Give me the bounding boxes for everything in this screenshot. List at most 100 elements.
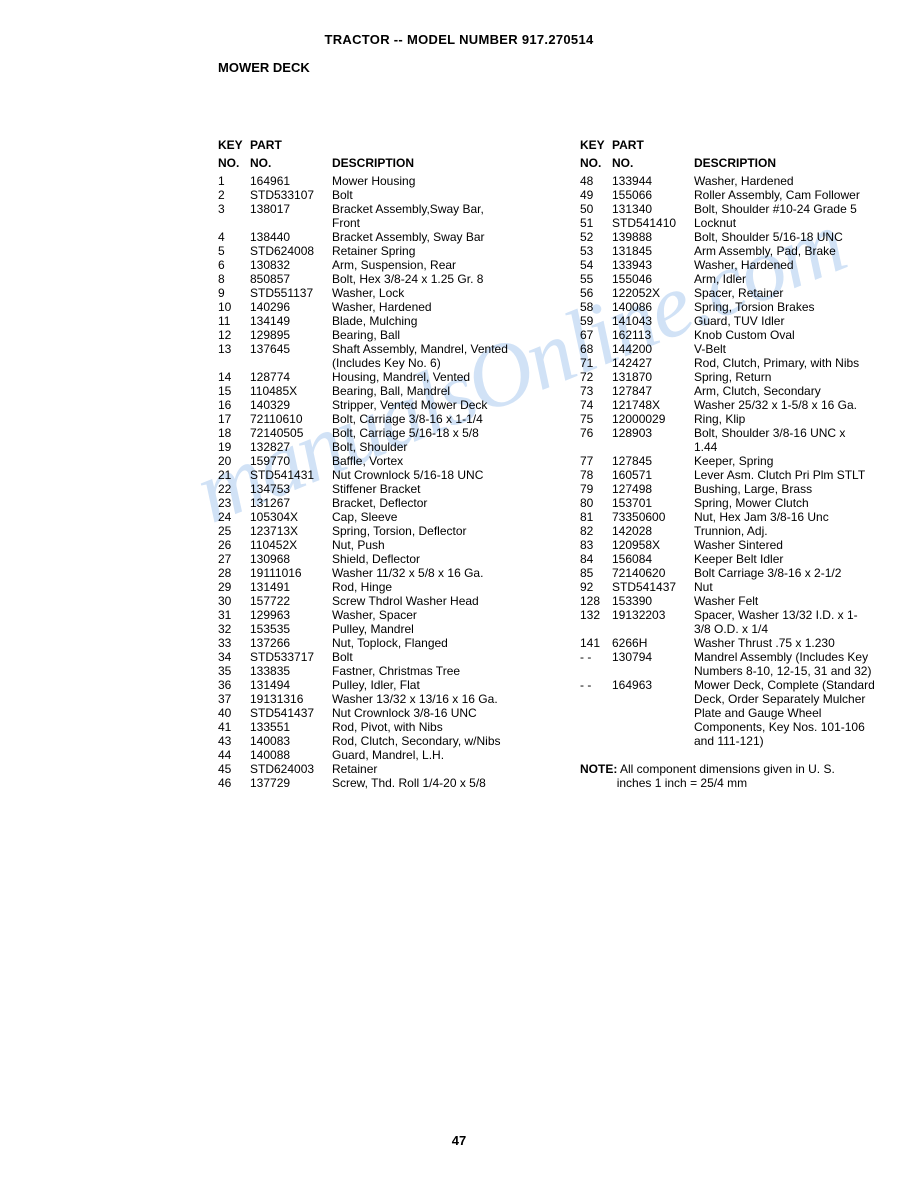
cell-key: 9	[218, 286, 250, 300]
table-header-row-1: KEY PART	[218, 138, 552, 152]
table-row: 77127845Keeper, Spring	[580, 454, 914, 468]
cell-key: 46	[218, 776, 250, 790]
table-row: Components, Key Nos. 101-106	[580, 720, 914, 734]
cell-key: 132	[580, 608, 612, 622]
cell-part: 164963	[612, 678, 694, 692]
cell-part: 129895	[250, 328, 332, 342]
cell-key: 81	[580, 510, 612, 524]
cell-part: STD541437	[250, 706, 332, 720]
cell-desc: and 111-121)	[694, 734, 914, 748]
header-key-no: NO.	[218, 156, 250, 170]
cell-key: 41	[218, 720, 250, 734]
cell-key: 37	[218, 692, 250, 706]
cell-key: 50	[580, 202, 612, 216]
table-row: 26110452XNut, Push	[218, 538, 552, 552]
cell-part: 156084	[612, 552, 694, 566]
left-rows: 1164961Mower Housing2STD533107Bolt313801…	[218, 174, 552, 790]
cell-part: 160571	[612, 468, 694, 482]
cell-desc: Bolt, Shoulder 3/8-16 UNC x	[694, 426, 914, 440]
cell-key: 75	[580, 412, 612, 426]
table-row: 21STD541431Nut Crownlock 5/16-18 UNC	[218, 468, 552, 482]
table-row: 13137645Shaft Assembly, Mandrel, Vented	[218, 342, 552, 356]
cell-desc: Spring, Torsion Brakes	[694, 300, 914, 314]
cell-key	[580, 664, 612, 678]
cell-part: 162113	[612, 328, 694, 342]
cell-key: 35	[218, 664, 250, 678]
table-row: 48133944Washer, Hardened	[580, 174, 914, 188]
cell-part: STD533717	[250, 650, 332, 664]
cell-desc: Bolt, Shoulder 5/16-18 UNC	[694, 230, 914, 244]
cell-part: 72140620	[612, 566, 694, 580]
cell-desc: Knob Custom Oval	[694, 328, 914, 342]
cell-part: 128903	[612, 426, 694, 440]
cell-key: 1	[218, 174, 250, 188]
cell-part: 155066	[612, 188, 694, 202]
cell-part: 120958X	[612, 538, 694, 552]
cell-part: 130794	[612, 650, 694, 664]
cell-desc: Cap, Sleeve	[332, 510, 552, 524]
table-row: 14128774Housing, Mandrel, Vented	[218, 370, 552, 384]
table-row: 27130968Shield, Deflector	[218, 552, 552, 566]
cell-part: 132827	[250, 440, 332, 454]
header-key-no-r: NO.	[580, 156, 612, 170]
cell-part	[612, 440, 694, 454]
cell-part: 110452X	[250, 538, 332, 552]
cell-part: STD551137	[250, 286, 332, 300]
cell-key: 58	[580, 300, 612, 314]
cell-key: 83	[580, 538, 612, 552]
table-row: 41133551Rod, Pivot, with Nibs	[218, 720, 552, 734]
cell-key: 59	[580, 314, 612, 328]
table-row: 5STD624008Retainer Spring	[218, 244, 552, 258]
table-row: 8850857Bolt, Hex 3/8-24 x 1.25 Gr. 8	[218, 272, 552, 286]
cell-desc: Nut, Toplock, Flanged	[332, 636, 552, 650]
cell-desc: Lever Asm. Clutch Pri Plm STLT	[694, 468, 914, 482]
cell-part: 133835	[250, 664, 332, 678]
table-row: 35133835Fastner, Christmas Tree	[218, 664, 552, 678]
cell-desc: Rod, Hinge	[332, 580, 552, 594]
cell-desc: Washer 25/32 x 1-5/8 x 16 Ga.	[694, 398, 914, 412]
cell-desc: Keeper, Spring	[694, 454, 914, 468]
cell-part	[612, 734, 694, 748]
cell-part: 141043	[612, 314, 694, 328]
cell-desc: Nut	[694, 580, 914, 594]
table-row: 33137266Nut, Toplock, Flanged	[218, 636, 552, 650]
table-row: 72131870Spring, Return	[580, 370, 914, 384]
cell-desc: Bolt	[332, 188, 552, 202]
cell-desc: Washer Thrust .75 x 1.230	[694, 636, 914, 650]
cell-desc: Rod, Pivot, with Nibs	[332, 720, 552, 734]
cell-key: 55	[580, 272, 612, 286]
cell-part: 131340	[612, 202, 694, 216]
cell-desc: Mandrel Assembly (Includes Key	[694, 650, 914, 664]
cell-desc: 3/8 O.D. x 1/4	[694, 622, 914, 636]
cell-part: 110485X	[250, 384, 332, 398]
cell-key: 23	[218, 496, 250, 510]
cell-key: 43	[218, 734, 250, 748]
cell-key: 15	[218, 384, 250, 398]
cell-part: 72140505	[250, 426, 332, 440]
table-row: 44140088Guard, Mandrel, L.H.	[218, 748, 552, 762]
cell-key: 68	[580, 342, 612, 356]
cell-part: 131870	[612, 370, 694, 384]
table-row: 19132827Bolt, Shoulder	[218, 440, 552, 454]
header-desc-r	[694, 138, 914, 152]
table-row: 73127847Arm, Clutch, Secondary	[580, 384, 914, 398]
cell-key: 33	[218, 636, 250, 650]
cell-key: 72	[580, 370, 612, 384]
cell-key: - -	[580, 678, 612, 692]
cell-desc: Arm, Suspension, Rear	[332, 258, 552, 272]
cell-desc: Washer Sintered	[694, 538, 914, 552]
cell-part: STD533107	[250, 188, 332, 202]
cell-key: 30	[218, 594, 250, 608]
cell-part: STD624008	[250, 244, 332, 258]
cell-desc: Bushing, Large, Brass	[694, 482, 914, 496]
cell-part: 127498	[612, 482, 694, 496]
cell-desc: Spring, Torsion, Deflector	[332, 524, 552, 538]
parts-table-container: KEY PART NO. NO. DESCRIPTION 1164961Mowe…	[218, 138, 914, 790]
cell-desc: Washer, Hardened	[332, 300, 552, 314]
cell-part: 142028	[612, 524, 694, 538]
table-row: 23131267Bracket, Deflector	[218, 496, 552, 510]
table-row: 20159770Baffle, Vortex	[218, 454, 552, 468]
cell-part: 133944	[612, 174, 694, 188]
cell-desc: Nut, Push	[332, 538, 552, 552]
cell-part: 19131316	[250, 692, 332, 706]
